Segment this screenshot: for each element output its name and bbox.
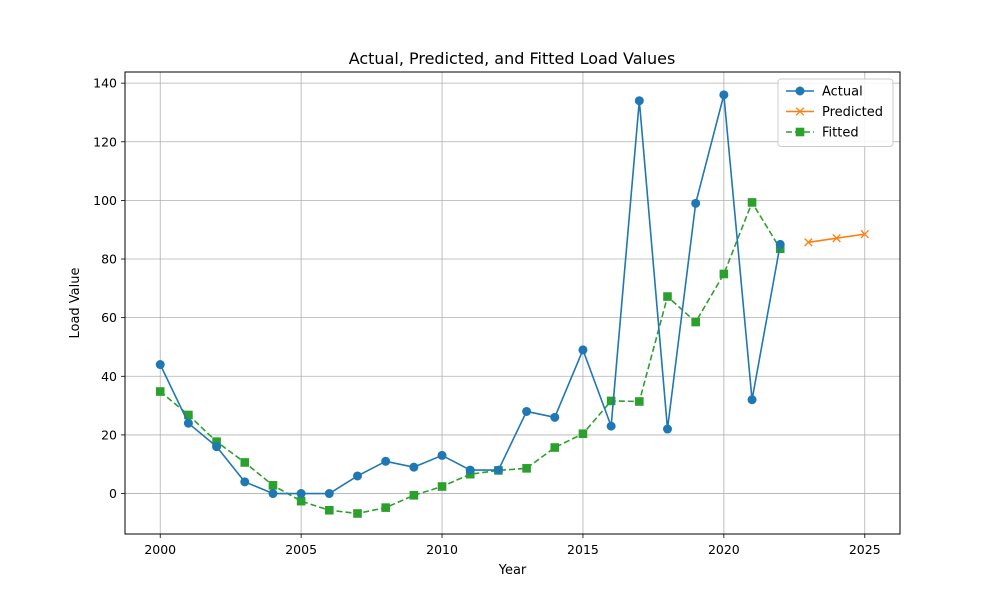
- data-point-actual: [493, 465, 503, 475]
- x-tick-label: 2025: [849, 542, 881, 557]
- data-point-actual: [465, 465, 475, 475]
- axis-ticks: 2000 2005 2010 2015 2020 2025 0 20 40 60 80 100 120 1…: [93, 76, 881, 557]
- data-point-actual: [353, 471, 362, 481]
- legend-marker-fitted: [795, 127, 805, 137]
- x-marker-stroke: [832, 233, 841, 243]
- x-axis-label: Year: [498, 563, 527, 578]
- x-tick-label: 2005: [285, 542, 317, 557]
- x-marker-stroke: [795, 107, 805, 116]
- legend-label-predicted: Predicted: [822, 105, 883, 120]
- y-tick-label: 0: [109, 486, 117, 501]
- y-axis-label: Load Value: [68, 267, 83, 338]
- data-point-predicted: [860, 229, 870, 239]
- legend-marker-predicted: [795, 107, 805, 116]
- data-point-actual: [240, 477, 250, 487]
- x-marker-stroke: [804, 238, 813, 247]
- series-layer: [155, 90, 870, 518]
- series-actual: [155, 90, 785, 499]
- data-point-fitted: [691, 317, 700, 327]
- data-point-actual: [522, 406, 532, 416]
- data-point-fitted: [268, 481, 278, 490]
- data-point-actual: [634, 96, 644, 106]
- data-point-fitted: [719, 269, 729, 279]
- data-point-actual: [663, 424, 672, 434]
- data-point-fitted: [550, 443, 560, 452]
- legend: Actual Predicted Fitted: [777, 78, 894, 147]
- data-point-actual: [719, 90, 729, 100]
- y-tick-label: 80: [101, 252, 117, 267]
- data-point-fitted: [663, 292, 672, 301]
- data-point-actual: [183, 418, 193, 428]
- legend-item-predicted: Predicted: [786, 105, 883, 120]
- y-tick-label: 120: [93, 134, 117, 149]
- data-point-fitted: [437, 482, 447, 491]
- x-tick-label: 2015: [567, 542, 599, 557]
- data-point-fitted: [184, 410, 193, 420]
- data-point-fitted: [635, 397, 644, 406]
- data-point-fitted: [325, 505, 334, 515]
- data-point-actual: [437, 450, 447, 460]
- data-point-fitted: [296, 496, 306, 506]
- x-tick-label: 2020: [708, 542, 740, 557]
- x-tick-label: 2000: [144, 542, 176, 557]
- data-point-fitted: [578, 429, 588, 439]
- data-point-fitted: [155, 387, 165, 396]
- data-point-actual: [578, 345, 588, 355]
- data-point-predicted: [832, 233, 841, 243]
- data-point-fitted: [606, 396, 616, 406]
- data-point-actual: [747, 395, 757, 405]
- legend-marker-actual: [795, 86, 805, 96]
- y-tick-label: 40: [101, 369, 117, 384]
- data-point-fitted: [522, 464, 531, 473]
- data-point-actual: [324, 489, 334, 499]
- data-point-actual: [155, 360, 165, 370]
- legend-box: [777, 78, 894, 147]
- y-tick-label: 100: [93, 193, 117, 208]
- legend-item-fitted: Fitted: [786, 126, 859, 141]
- chart-title: Actual, Predicted, and Fitted Load Value…: [349, 49, 676, 68]
- data-point-predicted: [804, 238, 813, 247]
- y-tick-label: 60: [101, 310, 117, 325]
- grid: [125, 72, 900, 534]
- y-tick-label: 140: [93, 76, 117, 91]
- data-point-fitted: [353, 509, 362, 518]
- x-tick-label: 2010: [426, 542, 458, 557]
- data-point-actual: [381, 456, 391, 466]
- legend-item-actual: Actual: [786, 85, 863, 100]
- data-point-actual: [606, 421, 616, 431]
- data-point-fitted: [381, 503, 390, 512]
- data-point-actual: [268, 489, 278, 499]
- data-point-fitted: [747, 198, 757, 207]
- data-point-fitted: [212, 437, 221, 446]
- data-point-actual: [691, 198, 701, 208]
- series-predicted: [804, 229, 870, 247]
- data-point-actual: [296, 489, 306, 499]
- data-point-actual: [409, 462, 419, 472]
- y-tick-label: 20: [101, 427, 117, 442]
- plot-frame: [124, 71, 901, 535]
- data-point-fitted: [240, 458, 250, 467]
- data-point-actual: [212, 442, 222, 452]
- data-point-fitted: [409, 491, 419, 500]
- x-marker-stroke: [860, 229, 870, 239]
- legend-label-actual: Actual: [822, 85, 863, 100]
- data-point-actual: [775, 239, 785, 249]
- data-point-actual: [550, 412, 560, 422]
- legend-label-fitted: Fitted: [822, 126, 859, 141]
